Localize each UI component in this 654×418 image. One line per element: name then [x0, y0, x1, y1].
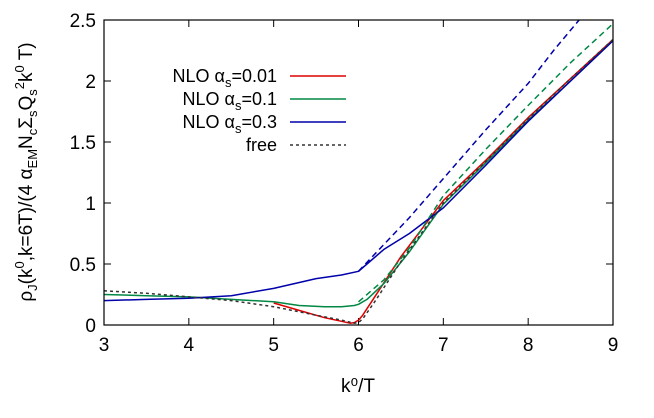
y-axis-title: ρJ(k0,k=6T)/(4 αEMNcΣsQs2k0 T) [12, 42, 40, 301]
legend-label: NLO αs=0.3 [183, 112, 277, 136]
y-tick-label: 0 [85, 316, 96, 337]
svg-text:ρJ(k0,k=6T)/(4 αEMNcΣsQs2k0 T): ρJ(k0,k=6T)/(4 αEMNcΣsQs2k0 T) [12, 42, 40, 301]
series-line-0 [273, 38, 614, 324]
ticks: 3 4 5 6 7 8 9 0 0.5 1 1.5 2 2.5 [70, 11, 619, 356]
y-tick-label: 1 [85, 194, 96, 215]
x-tick-label: 9 [608, 335, 619, 356]
x-tick-label: 3 [99, 335, 110, 356]
series-layer [103, 19, 614, 324]
x-tick-label: 4 [184, 335, 195, 356]
y-tick-label: 2.5 [70, 11, 96, 32]
legend-label: NLO αs=0.01 [173, 66, 277, 90]
x-tick-label: 6 [353, 335, 364, 356]
y-tick-label: 0.5 [70, 255, 96, 276]
plot-frame [103, 19, 614, 326]
x-tick-label: 5 [268, 335, 279, 356]
y-tick-label: 1.5 [70, 133, 96, 154]
x-axis-title: k⁰/T [341, 376, 375, 397]
x-tick-label: 7 [438, 335, 449, 356]
legend-label: free [246, 135, 277, 155]
x-tick-label: 8 [523, 335, 534, 356]
series-line-4 [358, 23, 614, 303]
legend-label: NLO αs=0.1 [183, 89, 277, 113]
y-tick-label: 2 [85, 72, 96, 93]
series-line-5 [357, 19, 580, 272]
series-line-1 [103, 40, 614, 308]
